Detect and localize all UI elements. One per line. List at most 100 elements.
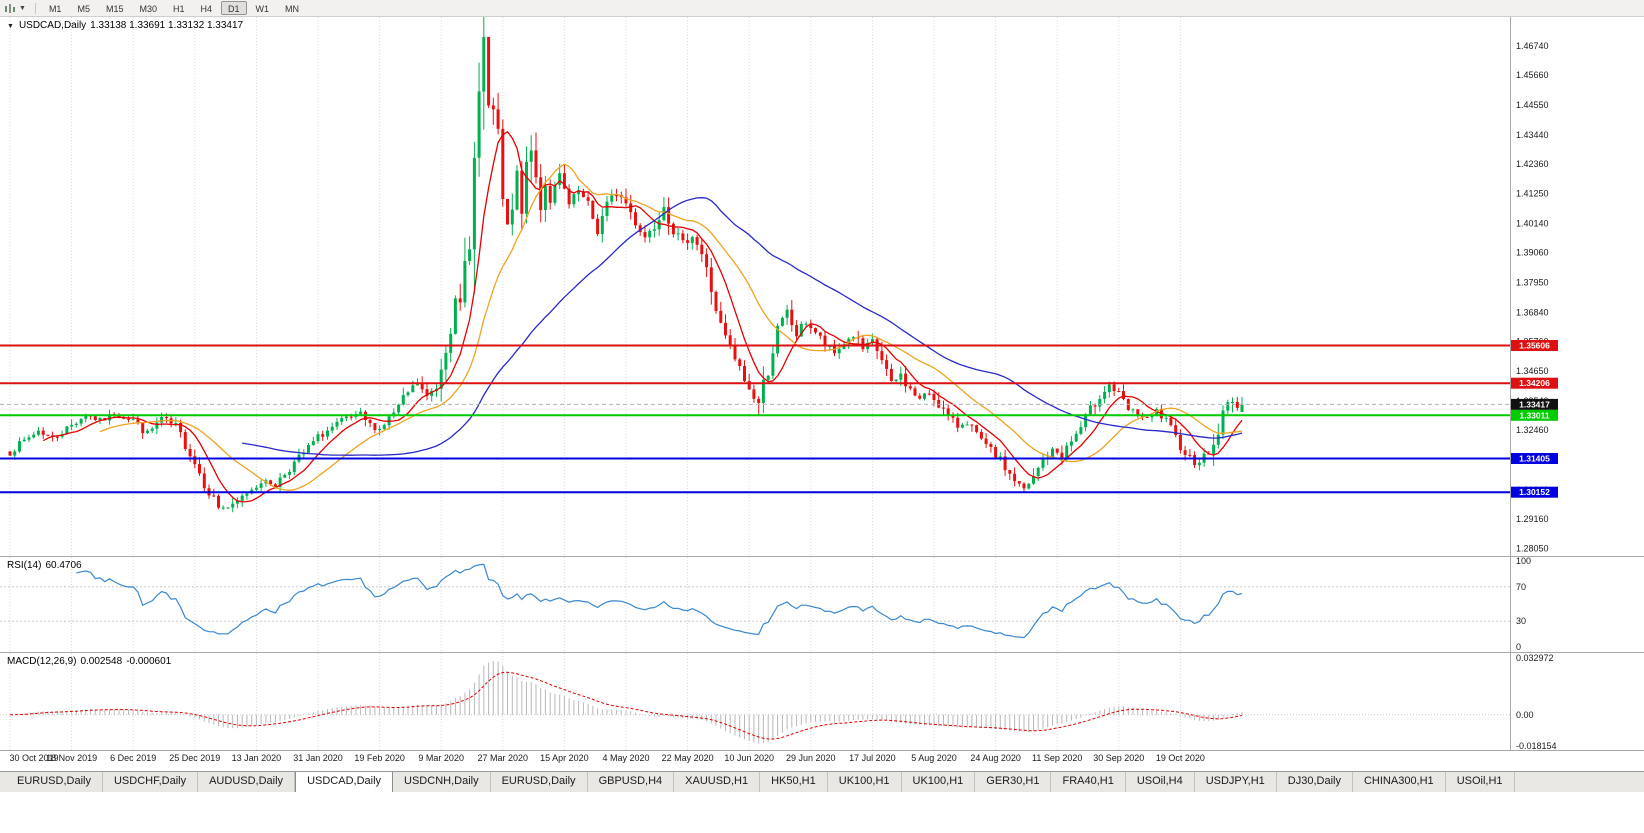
ma-20-line [99, 163, 1243, 491]
chart-ohlc-values: 1.33138 1.33691 1.33132 1.33417 [90, 20, 244, 31]
date-axis-label: 4 May 2020 [602, 753, 649, 763]
price-axis-label: 1.36840 [1516, 307, 1549, 317]
price-level-badge: 1.33417 [1511, 398, 1558, 410]
rsi-indicator-label: RSI(14) 60.4706 [7, 560, 86, 571]
timeframe-button-d1[interactable]: D1 [221, 1, 247, 15]
date-axis-label: 9 Mar 2020 [418, 753, 464, 763]
price-level-badge: 1.33011 [1511, 409, 1558, 421]
symbol-tab-ger30-h1[interactable]: GER30,H1 [975, 772, 1052, 792]
symbol-tab-gbpusd-h4[interactable]: GBPUSD,H4 [588, 772, 675, 792]
date-axis-label: 19 Oct 2020 [1156, 753, 1205, 763]
rsi-line [76, 563, 1243, 639]
macd-axis-label: 0.032972 [1516, 653, 1554, 663]
rsi-axis-label: 30 [1516, 616, 1526, 626]
rsi-axis-label: 70 [1516, 582, 1526, 592]
symbol-tab-audusd-daily[interactable]: AUDUSD,Daily [198, 772, 296, 792]
candlesticks [8, 4, 1244, 513]
chart-type-dropdown-caret-icon[interactable]: ▼ [19, 4, 26, 12]
price-badge-label: 1.35606 [1519, 341, 1550, 351]
macd-axis: 0.032972 0.00 -0.018154 [1516, 653, 1557, 751]
symbol-tab-dj30-daily[interactable]: DJ30,Daily [1277, 772, 1353, 792]
date-axis-label: 11 Sep 2020 [1032, 753, 1082, 763]
rsi-value: 60.4706 [45, 560, 82, 571]
chart-symbol-period: USDCAD,Daily [18, 20, 87, 31]
rsi-name: RSI(14) [7, 560, 42, 571]
timeframe-button-m15[interactable]: M15 [105, 4, 124, 14]
price-axis-label: 1.41250 [1516, 189, 1549, 199]
date-axis-label: 19 Feb 2020 [354, 753, 405, 763]
symbol-tab-eurusd-daily[interactable]: EURUSD,Daily [6, 772, 103, 792]
date-axis-label: 5 Aug 2020 [911, 753, 957, 763]
symbol-tab-usdchf-daily[interactable]: USDCHF,Daily [103, 772, 199, 792]
price-axis-label: 1.29160 [1516, 514, 1549, 524]
price-axis: 1.46740 1.45660 1.44550 1.43440 1.42360 1.412… [1516, 41, 1549, 554]
symbol-tab-usoil-h4[interactable]: USOil,H4 [1126, 772, 1195, 792]
date-axis-label: 6 Dec 2019 [110, 753, 156, 763]
price-axis-label: 1.37950 [1516, 277, 1549, 287]
chart-type-icon[interactable] [4, 3, 17, 14]
macd-signal-line [9, 671, 1243, 740]
macd-histogram [14, 661, 1243, 744]
symbol-tab-hk50-h1[interactable]: HK50,H1 [760, 772, 828, 792]
symbol-tab-usdcad-daily[interactable]: USDCAD,Daily [295, 772, 394, 792]
toolbar-separator [34, 2, 36, 14]
macd-axis-label: -0.018154 [1516, 741, 1557, 751]
symbol-tab-usdjpy-h1[interactable]: USDJPY,H1 [1195, 772, 1277, 792]
date-axis-label: 30 Oct 2019 [9, 753, 58, 763]
timeframe-buttons: M1 M5 M15 M30 H1 H4 D1 W1 MN [42, 1, 306, 15]
ma-8-line [42, 130, 1243, 503]
symbol-tab-usdcnh-daily[interactable]: USDCNH,Daily [393, 772, 491, 792]
collapse-chart-icon[interactable]: ▼ [7, 23, 14, 30]
timeframe-toolbar: ▼ M1 M5 M15 M30 H1 H4 D1 W1 MN [0, 0, 1644, 17]
rsi-axis-label: 0 [1516, 642, 1521, 652]
price-axis-label: 1.43440 [1516, 130, 1549, 140]
price-level-badge: 1.35606 [1511, 340, 1558, 351]
price-axis-label: 1.32460 [1516, 425, 1549, 435]
price-axis-label: 1.40140 [1516, 219, 1549, 229]
price-badge-label: 1.34206 [1519, 378, 1550, 388]
chart-canvas[interactable]: 1.46740 1.45660 1.44550 1.43440 1.42360 1.412… [0, 0, 1644, 770]
timeframe-button-h1[interactable]: H1 [173, 4, 185, 14]
date-axis-label: 29 Jun 2020 [786, 753, 836, 763]
price-badge-label: 1.31405 [1519, 454, 1550, 464]
macd-main-value: 0.002548 [80, 656, 123, 667]
date-axis-label: 13 Jan 2020 [232, 753, 282, 763]
timeframe-button-m5[interactable]: M5 [77, 4, 90, 14]
symbol-tab-uk100-h1[interactable]: UK100,H1 [828, 772, 902, 792]
symbol-tab-xauusd-h1[interactable]: XAUUSD,H1 [674, 772, 761, 792]
rsi-axis-label: 100 [1516, 556, 1531, 566]
chart-title: ▼ USDCAD,Daily 1.33138 1.33691 1.33132 1.3… [7, 20, 247, 31]
date-axis-label: 10 Jun 2020 [724, 753, 774, 763]
price-axis-label: 1.39060 [1516, 248, 1549, 258]
macd-axis-label: 0.00 [1516, 710, 1534, 720]
symbol-tab-eurusd-daily[interactable]: EURUSD,Daily [491, 772, 588, 792]
macd-indicator-label: MACD(12,26,9) 0.002548 -0.000601 [7, 656, 175, 667]
symbol-tab-fra40-h1[interactable]: FRA40,H1 [1051, 772, 1126, 792]
macd-signal-value: -0.000601 [126, 656, 172, 667]
date-axis-label: 17 Jul 2020 [849, 753, 896, 763]
date-axis-label: 18 Nov 2019 [46, 753, 97, 763]
symbol-tab-china300-h1[interactable]: CHINA300,H1 [1353, 772, 1446, 792]
price-level-badge: 1.34206 [1511, 377, 1558, 389]
date-axis-label: 25 Dec 2019 [169, 753, 220, 763]
price-axis-label: 1.34650 [1516, 366, 1549, 376]
date-axis-label: 22 May 2020 [662, 753, 714, 763]
date-axis-label: 24 Aug 2020 [970, 753, 1021, 763]
date-axis-label: 30 Sep 2020 [1093, 753, 1144, 763]
timeframe-button-m30[interactable]: M30 [139, 4, 157, 14]
date-axis-label: 15 Apr 2020 [540, 753, 589, 763]
timeframe-button-m1[interactable]: M1 [48, 4, 62, 14]
price-axis-label: 1.46740 [1516, 41, 1549, 51]
timeframe-button-w1[interactable]: W1 [255, 4, 270, 14]
timeframe-button-mn[interactable]: MN [285, 4, 300, 14]
timeframe-button-h4[interactable]: H4 [200, 4, 213, 14]
symbol-tab-uk100-h1[interactable]: UK100,H1 [902, 772, 976, 792]
date-axis-label: 31 Jan 2020 [293, 753, 343, 763]
price-badge-label: 1.33011 [1519, 410, 1550, 420]
price-badge-label: 1.33417 [1519, 399, 1550, 409]
symbol-tab-usoil-h1[interactable]: USOil,H1 [1446, 772, 1515, 792]
macd-name: MACD(12,26,9) [7, 656, 77, 667]
ma-50-line [242, 197, 1243, 456]
